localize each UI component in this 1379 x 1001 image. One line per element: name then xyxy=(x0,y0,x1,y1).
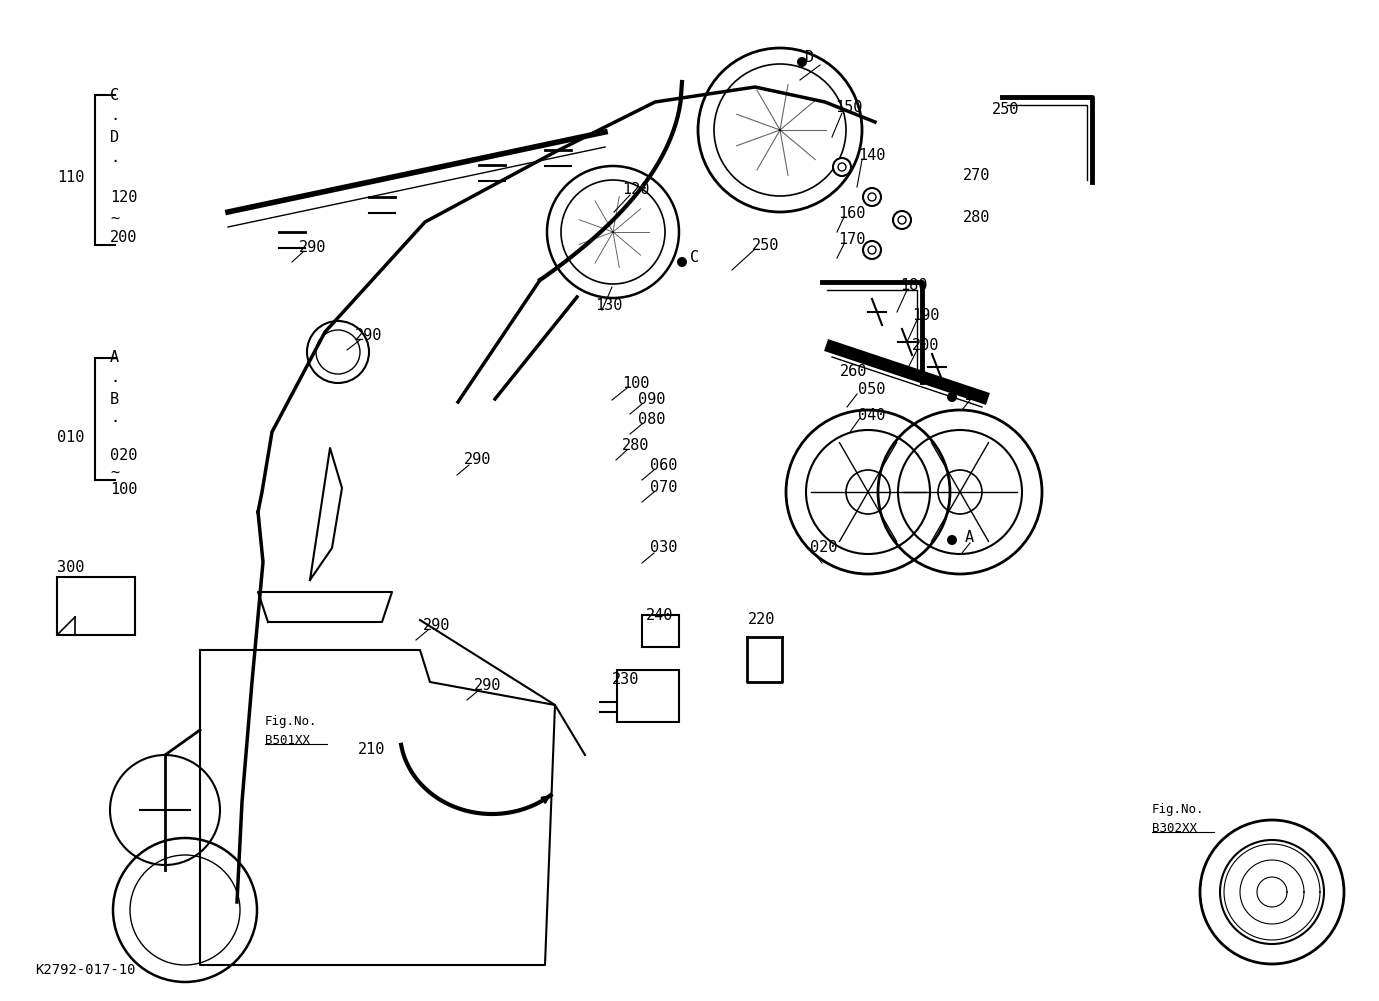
Text: 250: 250 xyxy=(752,237,779,252)
Text: K2792-017-10: K2792-017-10 xyxy=(34,963,135,977)
Text: 230: 230 xyxy=(612,673,640,688)
Circle shape xyxy=(863,241,881,259)
Bar xyxy=(616,670,678,722)
Text: 100: 100 xyxy=(622,375,650,390)
Text: 290: 290 xyxy=(474,678,502,693)
Text: Fig.No.: Fig.No. xyxy=(1151,804,1204,817)
Text: 180: 180 xyxy=(900,277,927,292)
Bar xyxy=(57,577,135,635)
Text: 060: 060 xyxy=(650,457,677,472)
Text: 280: 280 xyxy=(963,210,990,225)
Text: 290: 290 xyxy=(354,327,382,342)
Text: 250: 250 xyxy=(992,102,1019,117)
Circle shape xyxy=(947,535,957,545)
Text: 100: 100 xyxy=(110,482,138,497)
Text: 190: 190 xyxy=(912,307,939,322)
Text: 290: 290 xyxy=(463,452,491,467)
Text: C: C xyxy=(110,87,119,102)
Text: ~: ~ xyxy=(110,210,119,225)
Text: 080: 080 xyxy=(638,412,666,427)
Text: 200: 200 xyxy=(912,337,939,352)
Text: 020: 020 xyxy=(110,447,138,462)
Text: .: . xyxy=(110,150,119,165)
Text: 300: 300 xyxy=(57,561,84,576)
Text: 030: 030 xyxy=(650,541,677,556)
Circle shape xyxy=(677,257,687,267)
Text: 040: 040 xyxy=(858,407,885,422)
Text: A: A xyxy=(965,531,974,546)
Text: 090: 090 xyxy=(638,392,666,407)
Text: C: C xyxy=(690,250,699,265)
Text: .: . xyxy=(110,107,119,122)
Text: 050: 050 xyxy=(858,382,885,397)
Circle shape xyxy=(797,57,807,67)
Text: 220: 220 xyxy=(747,613,775,628)
Text: 260: 260 xyxy=(840,364,867,379)
Text: 140: 140 xyxy=(858,147,885,162)
Circle shape xyxy=(947,392,957,402)
Text: 020: 020 xyxy=(809,541,837,556)
Text: 130: 130 xyxy=(594,297,622,312)
Text: B: B xyxy=(965,387,974,402)
Text: 120: 120 xyxy=(622,182,650,197)
Text: 290: 290 xyxy=(423,618,451,633)
Text: ~: ~ xyxy=(110,464,119,479)
Text: 070: 070 xyxy=(650,479,677,494)
Circle shape xyxy=(863,188,881,206)
Text: 290: 290 xyxy=(299,239,327,254)
Text: 110: 110 xyxy=(57,170,84,185)
Circle shape xyxy=(894,211,912,229)
Circle shape xyxy=(833,158,851,176)
Text: A: A xyxy=(110,350,119,365)
Text: 120: 120 xyxy=(110,190,138,205)
Text: D: D xyxy=(110,130,119,145)
Text: 150: 150 xyxy=(836,100,862,115)
Text: B: B xyxy=(110,392,119,407)
Text: .: . xyxy=(110,370,119,385)
Text: 200: 200 xyxy=(110,230,138,245)
Text: 160: 160 xyxy=(838,205,866,220)
Bar xyxy=(643,615,678,647)
Text: 210: 210 xyxy=(359,743,385,758)
Text: 170: 170 xyxy=(838,232,866,247)
Text: D: D xyxy=(805,50,814,65)
Text: 270: 270 xyxy=(963,167,990,182)
Text: 010: 010 xyxy=(57,430,84,445)
Text: .: . xyxy=(110,410,119,425)
Text: B302XX: B302XX xyxy=(1151,822,1197,835)
Text: 240: 240 xyxy=(645,608,673,623)
Text: 280: 280 xyxy=(622,437,650,452)
Text: Fig.No.: Fig.No. xyxy=(265,716,317,729)
Text: B501XX: B501XX xyxy=(265,734,310,747)
